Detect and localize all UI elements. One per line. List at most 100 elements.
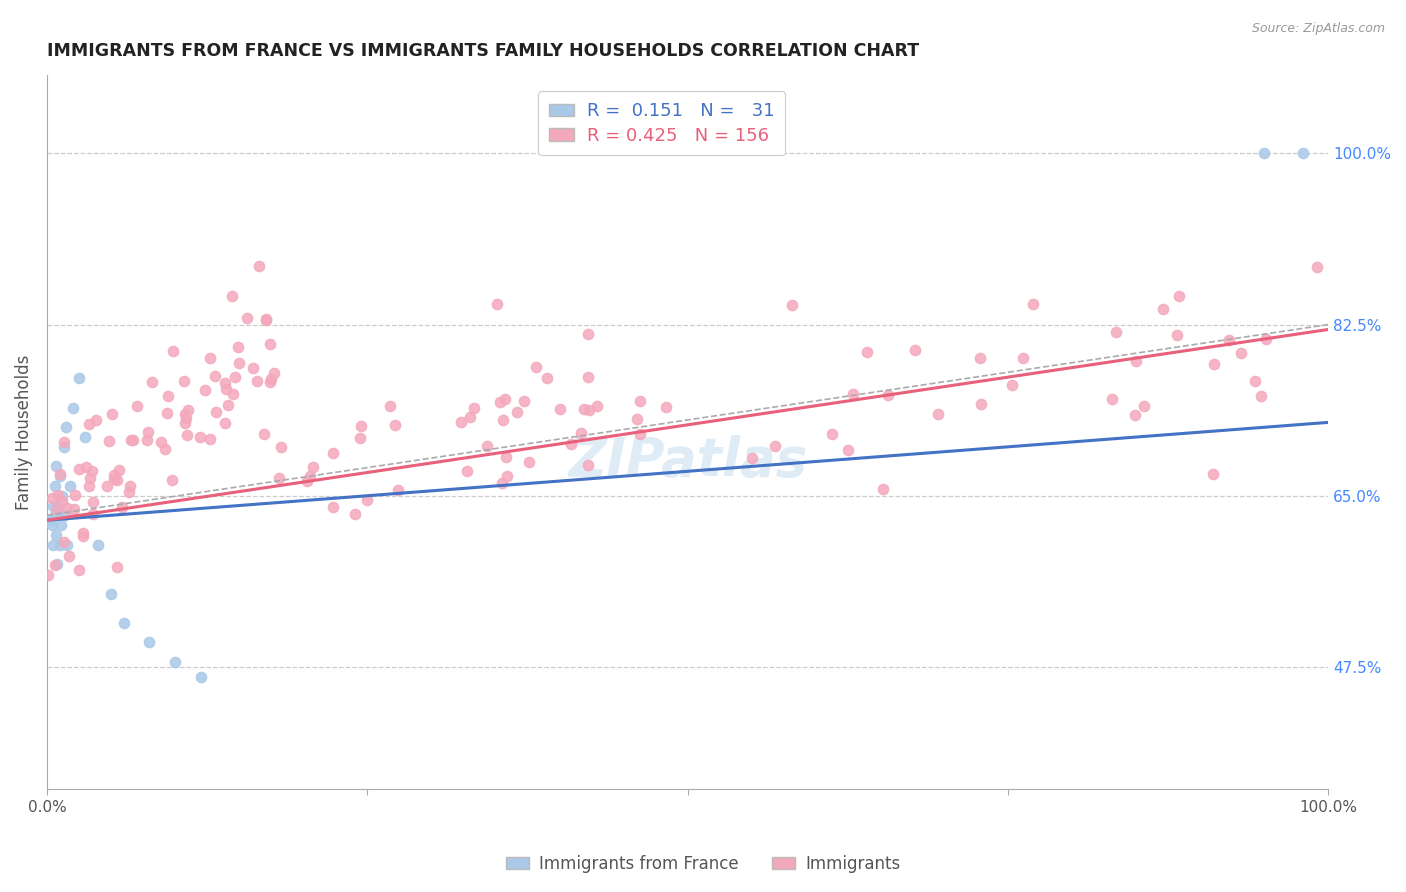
Point <box>42 499 65 513</box>
Point <box>574 402 596 417</box>
Point <box>111 500 134 514</box>
Text: ZIPatlas: ZIPatlas <box>568 434 807 487</box>
Point <box>1125 408 1147 422</box>
Point <box>48 508 70 523</box>
Point <box>1244 374 1267 388</box>
Point <box>82 495 104 509</box>
Point <box>270 441 292 455</box>
Point <box>586 400 609 414</box>
Point <box>174 411 197 425</box>
Point <box>80 464 103 478</box>
Point <box>59 479 82 493</box>
Point <box>105 560 128 574</box>
Point <box>49 518 72 533</box>
Point <box>51 493 73 508</box>
Point <box>524 359 547 374</box>
Point <box>506 404 529 418</box>
Point <box>254 312 277 326</box>
Text: IMMIGRANTS FROM FRANCE VS IMMIGRANTS FAMILY HOUSEHOLDS CORRELATION CHART: IMMIGRANTS FROM FRANCE VS IMMIGRANTS FAM… <box>46 42 920 60</box>
Point <box>44 508 66 523</box>
Point <box>1105 325 1128 339</box>
Point <box>1253 146 1275 161</box>
Point <box>242 360 264 375</box>
Point <box>927 407 949 421</box>
Point <box>259 376 281 390</box>
Text: Source: ZipAtlas.com: Source: ZipAtlas.com <box>1251 22 1385 36</box>
Point <box>1230 345 1253 359</box>
Point <box>198 433 221 447</box>
Point <box>214 376 236 390</box>
Point <box>53 508 76 523</box>
Point <box>855 345 877 359</box>
Point <box>269 471 291 485</box>
Point <box>56 538 79 552</box>
Point <box>174 416 197 430</box>
Point <box>349 431 371 445</box>
Point <box>204 368 226 383</box>
Point <box>176 428 198 442</box>
Point <box>160 473 183 487</box>
Point <box>82 507 104 521</box>
Point <box>221 289 243 303</box>
Point <box>1218 333 1240 347</box>
Point <box>49 467 72 481</box>
Point <box>156 406 179 420</box>
Point <box>214 382 236 396</box>
Point <box>51 489 73 503</box>
Point <box>155 442 177 457</box>
Point <box>105 473 128 487</box>
Point <box>37 568 59 582</box>
Point <box>569 426 592 441</box>
Point <box>969 351 991 366</box>
Point <box>217 398 239 412</box>
Point <box>344 508 367 522</box>
Point <box>578 402 600 417</box>
Point <box>259 372 281 386</box>
Point <box>138 635 160 649</box>
Point <box>72 525 94 540</box>
Point <box>112 615 135 630</box>
Point <box>138 425 160 439</box>
Point <box>96 478 118 492</box>
Point <box>45 528 67 542</box>
Point <box>87 538 110 552</box>
Point <box>75 459 97 474</box>
Point <box>118 484 141 499</box>
Point <box>548 402 571 417</box>
Point <box>67 462 90 476</box>
Point <box>295 474 318 488</box>
Point <box>298 469 321 483</box>
Point <box>463 401 485 415</box>
Point <box>204 405 226 419</box>
Point <box>52 435 75 450</box>
Point <box>62 501 84 516</box>
Point <box>67 371 90 385</box>
Point <box>198 351 221 366</box>
Point <box>259 337 281 351</box>
Point <box>39 513 62 527</box>
Point <box>135 433 157 447</box>
Point <box>763 439 786 453</box>
Point <box>125 399 148 413</box>
Point <box>1132 400 1154 414</box>
Point <box>477 439 499 453</box>
Point <box>263 367 285 381</box>
Point <box>62 401 84 415</box>
Point <box>44 479 66 493</box>
Point <box>837 443 859 458</box>
Point <box>156 389 179 403</box>
Point <box>214 416 236 430</box>
Point <box>56 501 79 516</box>
Point <box>141 375 163 389</box>
Point <box>46 558 69 572</box>
Point <box>780 298 803 312</box>
Point <box>1201 467 1223 481</box>
Point <box>536 371 558 385</box>
Point <box>150 435 173 450</box>
Point <box>249 259 271 273</box>
Point <box>654 400 676 414</box>
Point <box>48 538 70 552</box>
Point <box>55 420 77 434</box>
Point <box>842 386 865 401</box>
Point <box>387 483 409 497</box>
